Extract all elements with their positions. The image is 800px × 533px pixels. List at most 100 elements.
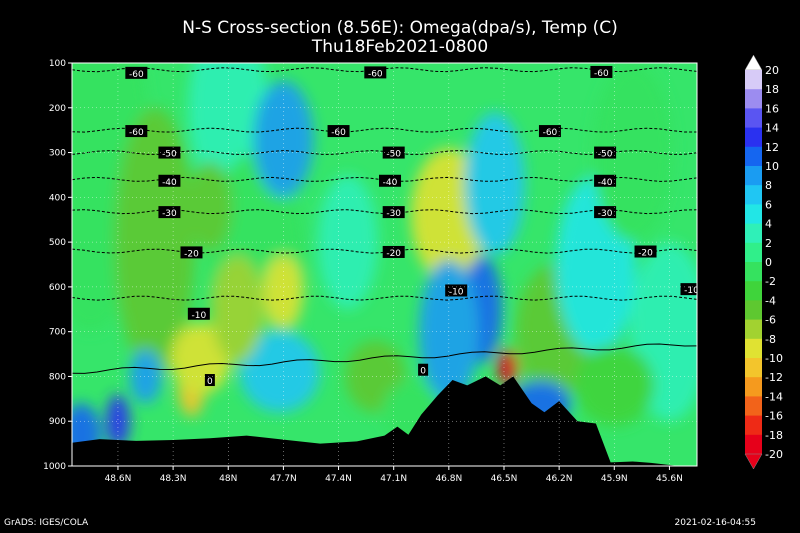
colorbar-label: 6 [765, 198, 772, 211]
isotherm-label-bg [125, 66, 148, 79]
colorbar-label: 0 [765, 256, 772, 269]
colorbar-bottom-arrow [744, 453, 763, 470]
isotherm-label-bg [594, 174, 617, 187]
x-tick-label: 47.1N [380, 474, 407, 484]
colorbar-label: -6 [765, 314, 776, 327]
colorbar-label: -18 [765, 429, 783, 442]
colorbar-swatch [745, 262, 762, 282]
colorbar-swatch [745, 146, 762, 167]
colorbar-swatch [745, 319, 762, 340]
footer-timestamp: 2021-02-16-04:55 [674, 518, 757, 528]
isotherm-label-bg [158, 146, 181, 159]
plot-area: -60 -60 -60 -60 -60 -60 -50 -50 -50 -40 -40 -40 -30 -… [72, 63, 697, 466]
x-tick-label: 48.3N [160, 474, 187, 484]
y-tick-label: 600 [49, 283, 66, 293]
colorbar-label: 20 [765, 64, 779, 77]
colorbar-swatch [745, 358, 762, 378]
y-tick-label: 700 [49, 328, 66, 338]
colorbar-swatch [745, 242, 762, 263]
colorbar: 20181614121086420-2-4-6-8-10-12-14-16-18… [744, 54, 783, 470]
isotherm-label-bg [594, 146, 617, 159]
colorbar-label: 12 [765, 141, 779, 154]
x-tick-label: 47.7N [270, 474, 297, 484]
colorbar-label: -8 [765, 333, 776, 346]
omega-patch [211, 255, 264, 364]
colorbar-swatch [745, 396, 762, 417]
isotherm-label: -30 [386, 209, 401, 219]
omega-patch [464, 112, 525, 256]
colorbar-label: -20 [765, 448, 783, 461]
omega-patch [574, 345, 655, 426]
isotherm-label-bg [158, 174, 181, 187]
y-tick-label: 200 [49, 104, 66, 114]
isotherm-label-bg [364, 66, 387, 79]
isotherm-label-bg [594, 206, 617, 219]
isotherm-label-bg [125, 125, 148, 138]
isotherm-label: -20 [184, 249, 199, 259]
y-tick-label: 1000 [43, 462, 66, 472]
colorbar-label: 10 [765, 160, 779, 173]
isotherm-label-bg [180, 246, 203, 259]
isotherm-label-bg [158, 206, 181, 219]
isotherm-label-bg [634, 245, 657, 258]
colorbar-label: 2 [765, 237, 772, 250]
colorbar-swatch [745, 223, 762, 244]
isotherm-label: -60 [594, 69, 609, 79]
omega-patch [187, 161, 232, 252]
x-tick-label: 48.6N [105, 474, 132, 484]
colorbar-swatch [745, 415, 762, 436]
isotherm-label: -10 [449, 287, 464, 297]
colorbar-swatch [745, 70, 762, 90]
colorbar-top-arrow [744, 54, 763, 71]
colorbar-label: 16 [765, 102, 779, 115]
colorbar-swatch [745, 204, 762, 225]
isotherm-label: -30 [598, 209, 613, 219]
colorbar-swatch [745, 185, 762, 205]
isotherm-label: -50 [162, 150, 177, 160]
colorbar-label: 14 [765, 122, 779, 135]
isotherm-label-bg [187, 307, 210, 320]
x-tick-label: 45.6N [656, 474, 683, 484]
isotherm-label: 0 [207, 377, 213, 387]
isotherm-label-bg [382, 146, 405, 159]
omega-patch [170, 322, 231, 395]
colorbar-swatch [745, 108, 762, 129]
x-tick-label: 48N [219, 474, 237, 484]
colorbar-swatch [745, 434, 762, 455]
omega-patch [317, 174, 378, 310]
isotherm-label-bg [680, 283, 697, 296]
isotherm-label: -60 [331, 128, 346, 138]
y-tick-label: 500 [49, 238, 66, 248]
x-tick-label: 45.9N [601, 474, 628, 484]
chart-title: N-S Cross-section (8.56E): Omega(dpa/s),… [182, 18, 618, 38]
colorbar-label: -10 [765, 352, 783, 365]
omega-patch [129, 349, 162, 404]
x-tick-label: 46.2N [546, 474, 573, 484]
y-tick-label: 100 [49, 59, 66, 69]
isotherm-line [72, 343, 697, 374]
isotherm-label: -20 [386, 249, 401, 259]
colorbar-label: -2 [765, 275, 776, 288]
isotherm-label: -40 [383, 178, 398, 188]
x-tick-label: 47.4N [325, 474, 352, 484]
isotherm-label-bg [445, 284, 468, 297]
isotherm-label-bg [538, 125, 561, 138]
colorbar-swatch [745, 338, 762, 359]
isotherm-label: -30 [162, 209, 177, 219]
x-tick-label: 46.8N [435, 474, 462, 484]
plot-frame [71, 62, 698, 467]
isotherm-label: -60 [129, 128, 144, 138]
y-tick-label: 800 [49, 372, 66, 382]
isotherm-label: -60 [543, 128, 558, 138]
isotherm-label-bg [418, 363, 429, 376]
colorbar-label: 8 [765, 179, 772, 192]
isotherm-label: 0 [420, 367, 426, 377]
isotherm-label: -50 [386, 150, 401, 160]
isotherm-label: -60 [368, 69, 383, 79]
omega-patch [239, 331, 320, 413]
colorbar-label: -16 [765, 410, 783, 423]
colorbar-label: 18 [765, 83, 779, 96]
colorbar-swatch [745, 127, 762, 148]
footer-credit: GrADS: IGES/COLA [4, 518, 89, 528]
